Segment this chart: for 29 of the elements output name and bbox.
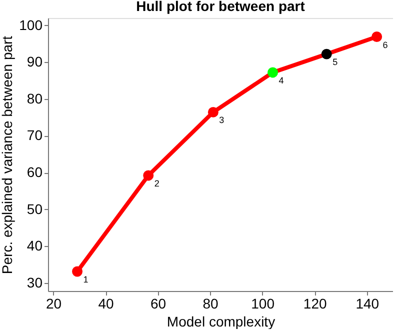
x-tick-label: 40 [98, 296, 114, 312]
point [372, 32, 382, 42]
x-tick-label: 60 [150, 296, 166, 312]
annotation: 4 [278, 75, 284, 86]
point [268, 67, 278, 78]
x-tick-label: 20 [46, 296, 62, 312]
y-tick-label: 60 [26, 164, 43, 180]
point [72, 266, 83, 277]
x-tick-label: 80 [202, 296, 219, 312]
x-tick-label: 140 [356, 296, 380, 312]
point [321, 48, 332, 60]
y-tick-label: 80 [26, 90, 43, 106]
annotation: 6 [382, 40, 388, 50]
point [208, 106, 218, 118]
chart-title: Hull plot for between part [136, 0, 306, 14]
y-axis-title: Perc. explained variance between part [0, 36, 16, 274]
x-tick-label: 120 [303, 296, 327, 312]
annotation: 5 [332, 57, 338, 68]
y-tick-label: 30 [26, 274, 43, 290]
annotation: 3 [219, 115, 224, 126]
y-tick-label: 70 [26, 127, 43, 144]
y-tick-label: 90 [26, 54, 43, 70]
y-tick-label: 100 [19, 16, 43, 33]
annotation: 2 [154, 178, 160, 188]
x-tick-label: 100 [251, 296, 275, 312]
annotation: 1 [83, 274, 88, 284]
y-tick-label: 40 [26, 238, 43, 254]
point [143, 170, 154, 181]
y-tick-label: 50 [26, 200, 43, 217]
